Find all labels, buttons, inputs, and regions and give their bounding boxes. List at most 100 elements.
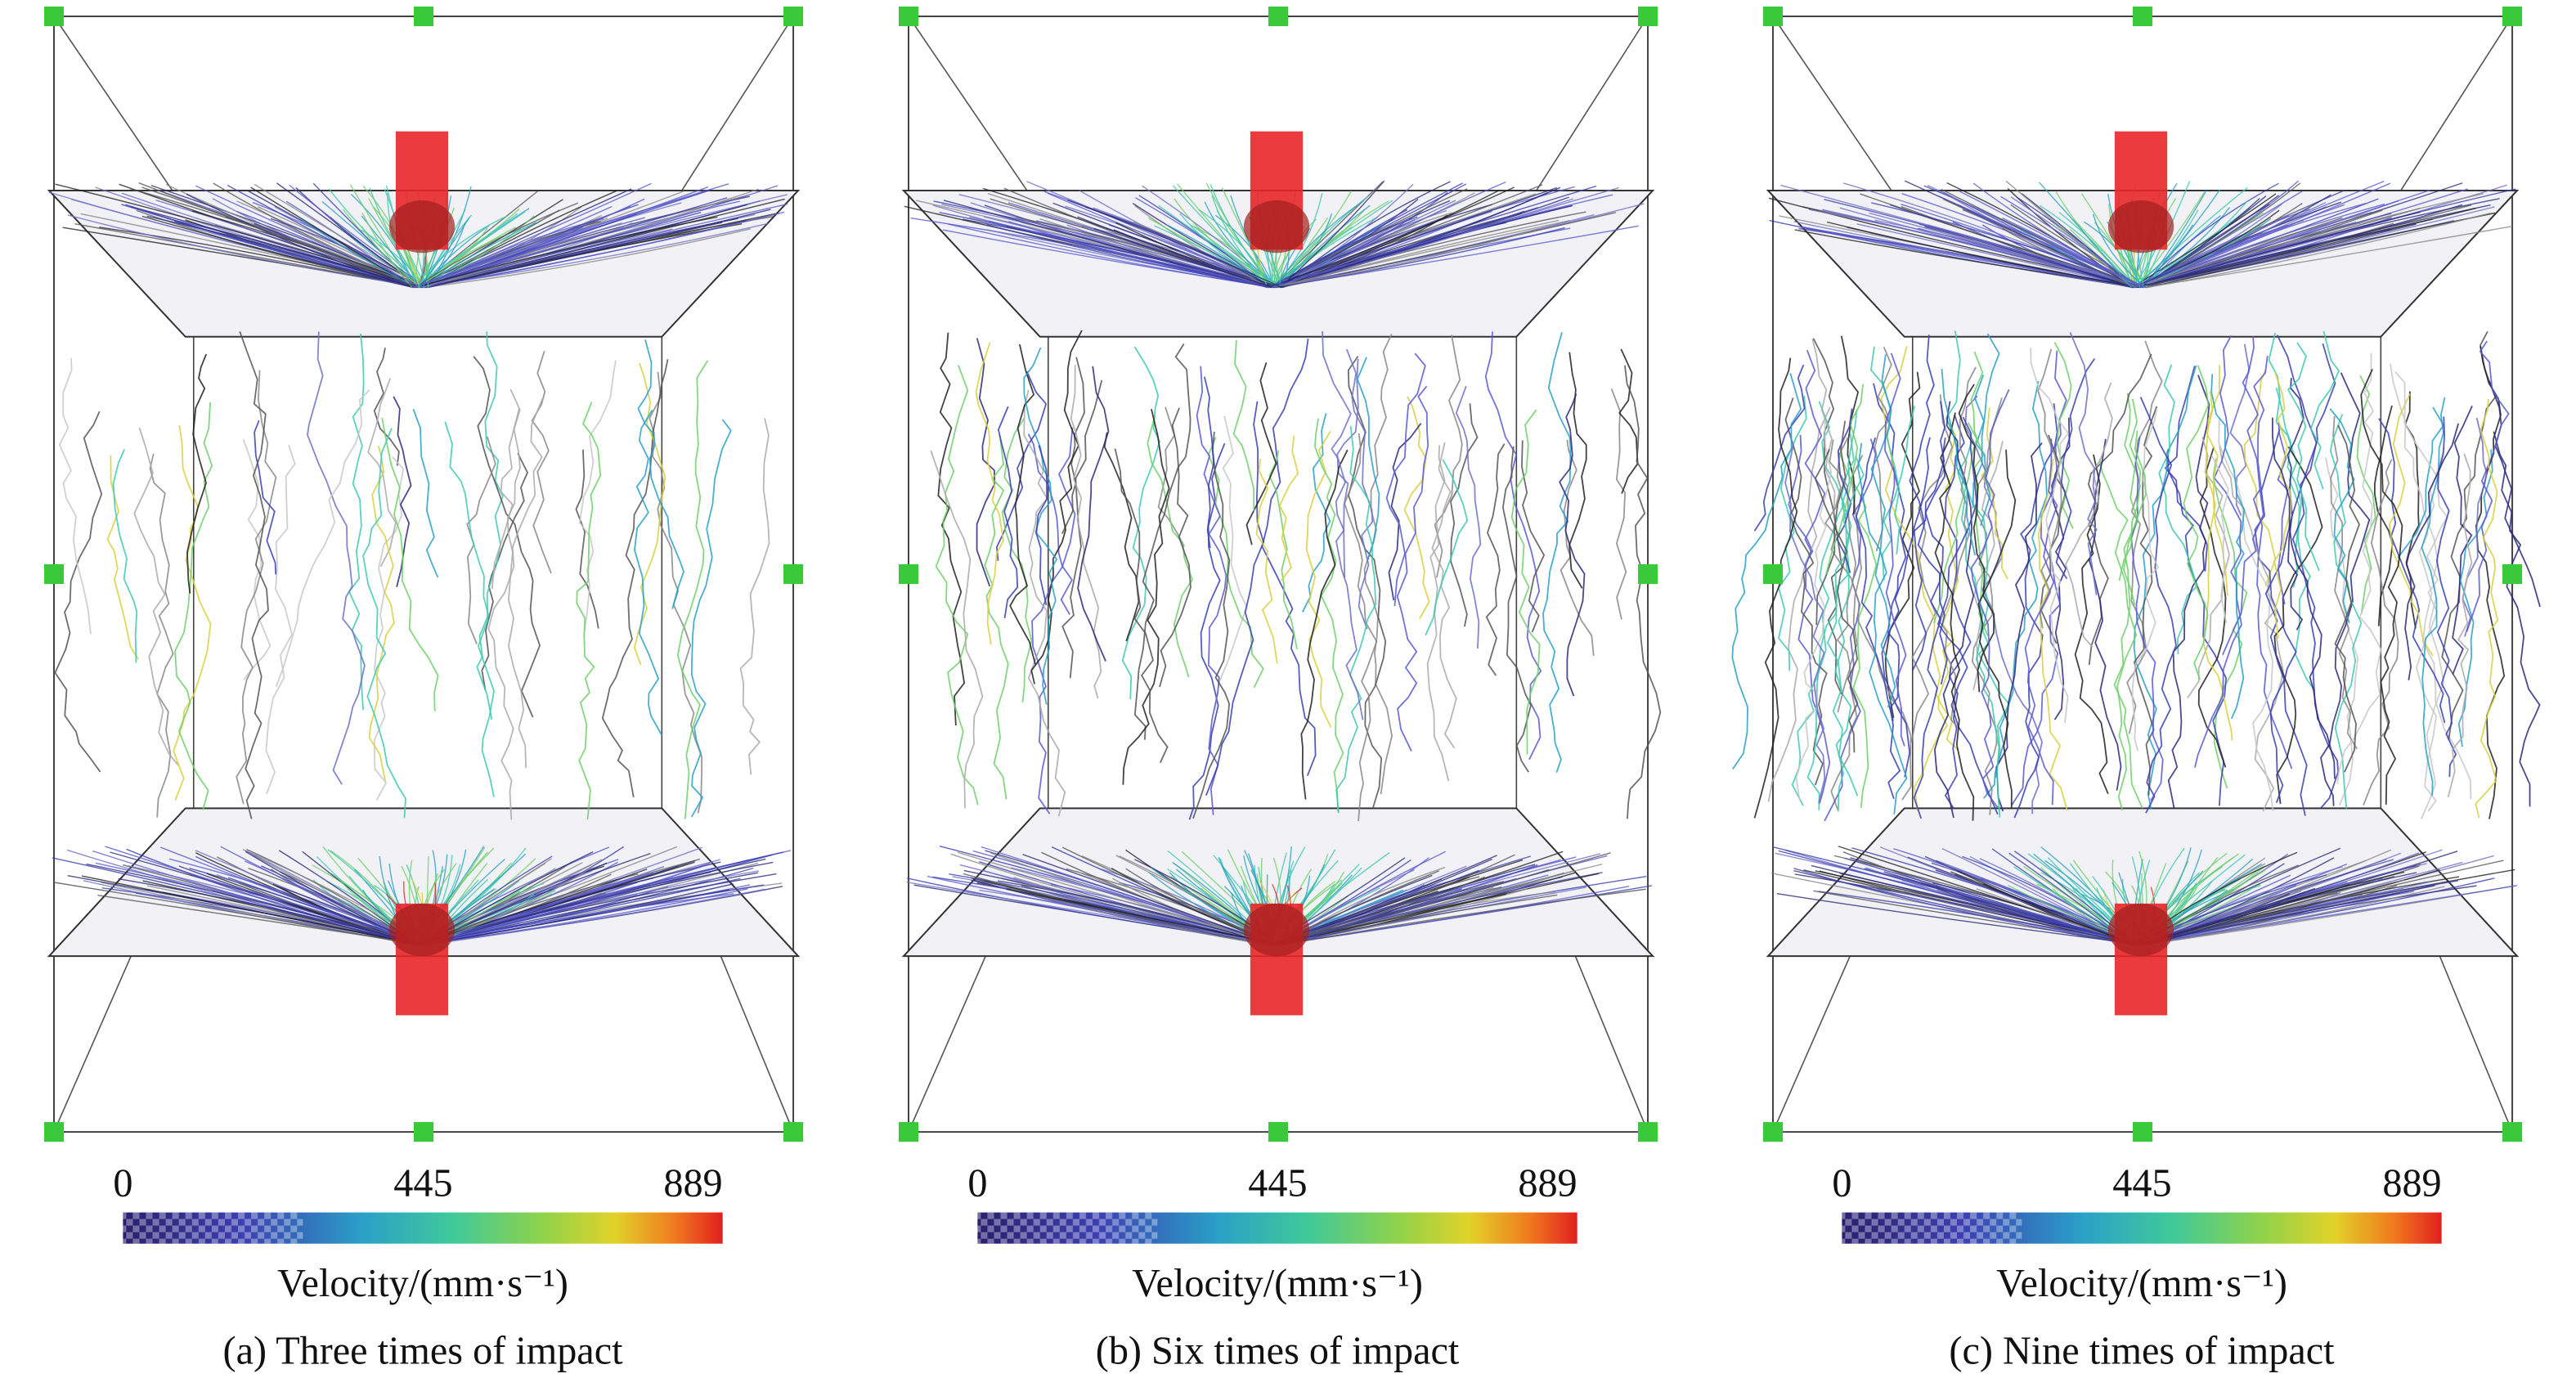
streamline [2404, 423, 2460, 680]
streamline [1813, 890, 2145, 945]
streamline [415, 202, 579, 289]
streamline [1936, 416, 1999, 815]
colorbar-tick-label: 0 [113, 1161, 132, 1205]
panel: 0 445 889 Velocity/(mm·s⁻¹) (b) Six times of… [898, 6, 1662, 1372]
streamline [1268, 450, 1298, 650]
streamline [2268, 333, 2314, 689]
streamline [2222, 335, 2264, 656]
streamline [2202, 365, 2233, 741]
streamline [131, 206, 422, 289]
streamline [2277, 422, 2289, 605]
colorbar-checker [977, 1212, 1158, 1244]
streamline [1347, 356, 1387, 809]
streamline [1282, 888, 1646, 945]
streamline [690, 419, 732, 818]
bottom-plate [901, 807, 1655, 958]
colorbar-tick-label: 0 [967, 1161, 987, 1205]
streamline [236, 370, 277, 805]
streamline [254, 420, 277, 575]
streamline [1192, 431, 1231, 819]
streamline [1272, 220, 1570, 289]
streamline [2130, 436, 2164, 801]
handle [1637, 564, 1658, 585]
streamline [86, 863, 423, 945]
streamline [1880, 346, 1959, 751]
streamline [2158, 364, 2198, 654]
streamline [1114, 448, 1169, 764]
streamline [2167, 449, 2228, 806]
streamline [1023, 389, 1066, 817]
streamline [1023, 347, 1058, 705]
streamline [937, 332, 966, 726]
streamline [1113, 229, 1272, 289]
handle [1268, 1122, 1289, 1142]
streamline [2388, 393, 2434, 657]
streamline [2452, 405, 2473, 675]
perspective-line [1772, 16, 1914, 222]
panel: 0 445 889 Velocity/(mm·s⁻¹) (c) Nine times o… [1731, 6, 2541, 1372]
streamline [129, 187, 418, 289]
handle [2132, 6, 2153, 27]
streamline [415, 216, 718, 289]
streamline [427, 888, 765, 945]
colorbar-label: Velocity/(mm·s⁻¹) [277, 1262, 568, 1305]
streamline [1973, 375, 1991, 527]
streamline [1933, 401, 1975, 819]
streamline [1945, 330, 2010, 779]
streamline [1830, 455, 1864, 810]
streamline [2142, 859, 2394, 945]
streamline [990, 198, 1278, 289]
handle [413, 1122, 434, 1142]
streamline [1913, 437, 1946, 819]
handle [43, 564, 65, 585]
streamline [373, 348, 400, 466]
handle [1268, 6, 1289, 27]
streamline [1061, 357, 1085, 535]
streamline [1268, 200, 1393, 289]
streamline [1485, 443, 1506, 676]
streamline [2053, 341, 2074, 529]
streamline [2030, 348, 2070, 724]
streamline [1824, 437, 1912, 801]
streamline [1133, 343, 1192, 740]
streamline [2094, 222, 2148, 288]
streamline [1158, 204, 1282, 289]
streamline [1070, 365, 1102, 699]
streamline [2131, 408, 2159, 752]
streamline [1924, 855, 2134, 945]
streamline [1103, 432, 1140, 642]
streamline [1874, 347, 1892, 552]
streamline [988, 220, 1273, 289]
streamline [1271, 194, 1613, 289]
perspective-line [661, 16, 794, 222]
top-cylinder-core [2107, 200, 2174, 254]
streamline [2113, 430, 2147, 809]
streamline [1027, 433, 1073, 615]
streamline [1501, 446, 1532, 773]
streamline [2134, 406, 2158, 796]
streamline [1177, 183, 1269, 288]
streamline [1836, 408, 1853, 573]
streamline [2488, 380, 2541, 608]
streamline [1356, 357, 1380, 560]
streamline [1344, 433, 1378, 822]
streamline [415, 222, 768, 289]
streamline [1999, 195, 2141, 289]
streamline [2330, 415, 2358, 750]
streamline [419, 190, 711, 289]
handle [898, 6, 919, 27]
caption: (a) Three times of impact [223, 1329, 624, 1372]
colorbar-tick-label: 889 [1518, 1161, 1577, 1205]
streamline [963, 873, 1269, 945]
streamline [265, 444, 296, 794]
handle [2502, 6, 2523, 27]
streamline [2118, 398, 2142, 581]
handle [1762, 564, 1784, 585]
streamline [1753, 364, 1806, 532]
streamline [1855, 437, 1894, 721]
streamline [2147, 212, 2496, 289]
streamline [2264, 343, 2336, 804]
streamline [368, 445, 395, 782]
streamline [2167, 375, 2210, 809]
streamline [2334, 424, 2360, 773]
